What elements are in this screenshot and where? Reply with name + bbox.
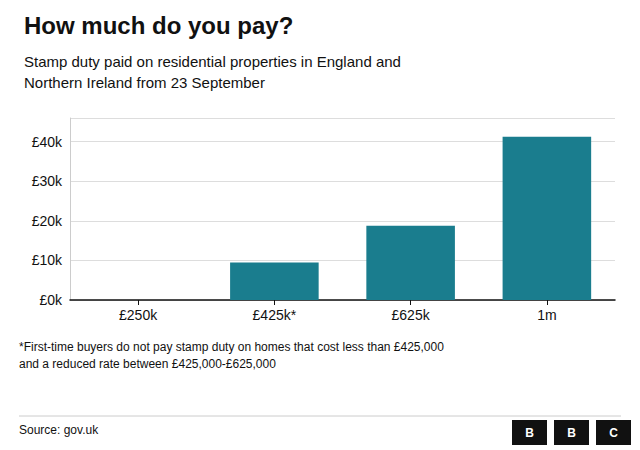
svg-text:1m: 1m [537, 307, 556, 323]
svg-text:£250k: £250k [119, 307, 158, 323]
svg-text:How much do you pay?: How much do you pay? [24, 12, 293, 39]
svg-text:B: B [525, 426, 534, 440]
svg-text:£425k*: £425k* [253, 307, 297, 323]
svg-text:C: C [609, 426, 618, 440]
svg-text:£10k: £10k [32, 252, 63, 268]
svg-text:Stamp duty paid on residential: Stamp duty paid on residential propertie… [24, 53, 401, 70]
svg-text:£625k: £625k [392, 307, 431, 323]
svg-text:£0k: £0k [39, 292, 63, 308]
svg-text:*First-time buyers do not pay: *First-time buyers do not pay stamp duty… [19, 340, 444, 354]
svg-text:£20k: £20k [32, 213, 63, 229]
svg-text:and a reduced rate between £42: and a reduced rate between £425,000-£625… [19, 357, 276, 371]
svg-text:£30k: £30k [32, 173, 63, 189]
svg-text:£40k: £40k [32, 134, 63, 150]
svg-text:Northern Ireland from 23 Septe: Northern Ireland from 23 September [24, 74, 265, 91]
svg-text:B: B [567, 426, 576, 440]
svg-text:Source: gov.uk: Source: gov.uk [19, 423, 99, 437]
